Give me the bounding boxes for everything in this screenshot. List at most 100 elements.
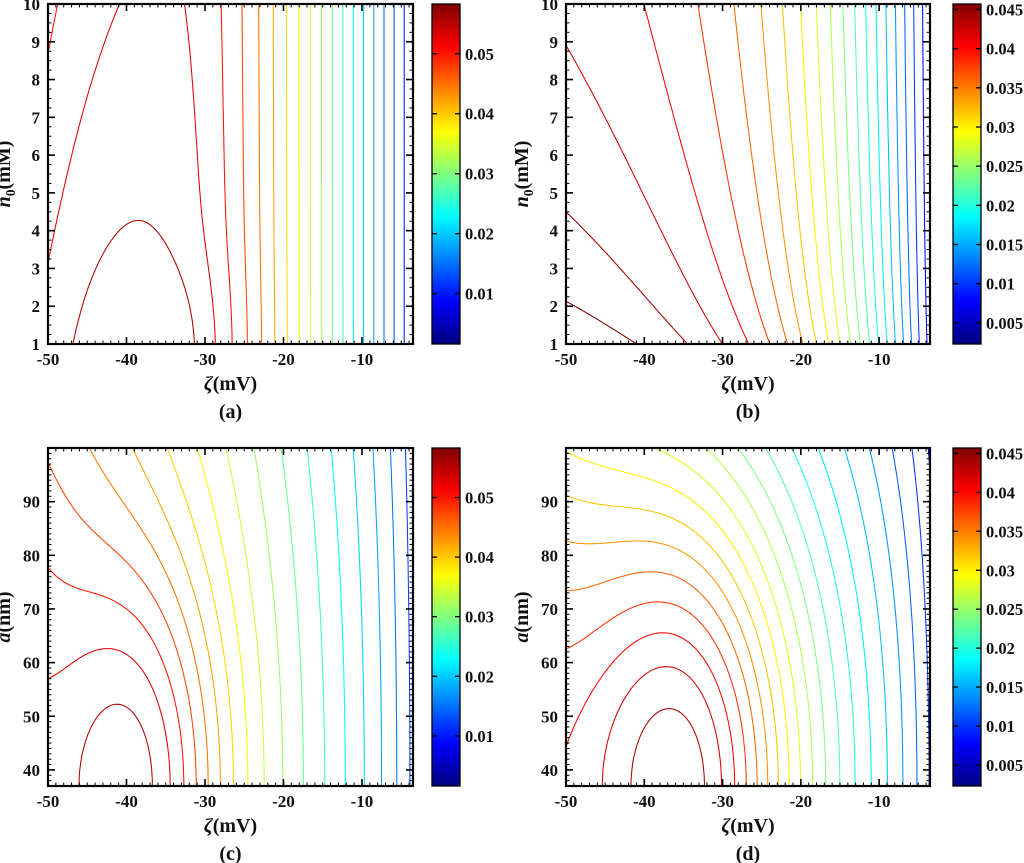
contour-line [875, 3, 888, 345]
y-tick-label: 7 [550, 108, 559, 127]
colorbar-tick-label: 0.04 [986, 483, 1015, 502]
colorbar-tick-label: 0.045 [986, 0, 1023, 19]
x-tick-label: -50 [37, 350, 60, 369]
plot-box [46, 446, 415, 788]
y-tick-label: 9 [32, 33, 41, 52]
contour-line [854, 3, 871, 345]
colorbar-ticks [953, 8, 981, 324]
contour-plot-c: -50 -40 -30 -20 -10 40 50 60 70 80 90 ζ(mV) a(nm) (c)… [0, 446, 494, 863]
x-axis-label: ζ(mV) [204, 815, 257, 837]
contour-line [88, 447, 209, 787]
y-tick-label: 40 [541, 761, 558, 780]
contour-line [258, 3, 263, 345]
contour-line [352, 447, 365, 787]
colorbar-tick-label: 0.035 [986, 79, 1023, 98]
colorbar-tick-label: 0.025 [986, 600, 1023, 619]
contour-line [842, 3, 861, 345]
contour-line [565, 300, 638, 345]
colorbar-tick-label: 0.035 [986, 522, 1023, 541]
contour-line [47, 566, 185, 787]
y-tick-label: 80 [541, 546, 558, 565]
contour-line [372, 447, 383, 787]
contour-line [733, 3, 789, 345]
colorbar-tick-label: 0.01 [465, 285, 494, 304]
contour-plot-a: -50 -40 -30 -20 -10 1 2 3 4 5 6 7 8 9 10 ζ(mV) n0(mM) (a)… [0, 0, 494, 423]
contour-line [565, 601, 747, 787]
y-axis-label: n0(mM) [0, 141, 18, 208]
contour-line [565, 211, 689, 345]
contour-line [760, 3, 804, 345]
y-axis-label: n0(mM) [512, 141, 536, 208]
x-tick-label: -20 [272, 792, 295, 811]
x-tick-label: -50 [555, 350, 578, 369]
x-tick-label: -20 [790, 792, 813, 811]
contour-line [131, 447, 221, 787]
y-tick-label: 4 [32, 222, 41, 241]
contour-line [565, 632, 736, 787]
y-tick-label: 40 [23, 761, 40, 780]
contour-lines [565, 447, 931, 787]
contour-line [565, 44, 724, 345]
contour-line [565, 540, 769, 787]
contour-line [404, 447, 411, 787]
colorbar-tick-label: 0.02 [986, 639, 1015, 658]
contour-line [781, 3, 818, 345]
contour-plot-b: -50 -40 -30 -20 -10 1 2 3 4 5 6 7 8 9 10 ζ(mV) n0(mM) (b)… [512, 0, 1023, 423]
y-tick-label: 9 [550, 33, 559, 52]
y-tick-label: 50 [23, 707, 40, 726]
contour-plot-d: -50 -40 -30 -20 -10 40 50 60 70 80 90 ζ(mV) a(nm) (d)… [512, 444, 1023, 863]
y-tick-label: 5 [550, 184, 559, 203]
x-axis-label: ζ(mV) [721, 373, 774, 395]
y-tick-label: 2 [550, 297, 559, 316]
x-tick-label: -30 [194, 350, 217, 369]
contour-line [765, 447, 841, 787]
y-tick-label: 3 [32, 259, 41, 278]
contour-line [911, 447, 930, 787]
colorbar-tick-label: 0.04 [465, 548, 494, 567]
x-tick-label: -10 [868, 792, 891, 811]
contour-line [894, 3, 905, 345]
x-tick-label: -20 [272, 350, 295, 369]
contour-line [565, 451, 790, 787]
panel-caption: (d) [736, 843, 760, 863]
colorbar-tick-label: 0.02 [465, 667, 494, 686]
contour-line [330, 447, 346, 787]
contour-line [225, 447, 265, 787]
colorbar-tick-label: 0.005 [986, 314, 1023, 333]
contour-line [166, 447, 234, 787]
y-tick-label: 70 [541, 600, 558, 619]
contour-line [913, 3, 920, 345]
x-tick-label: -20 [790, 350, 813, 369]
contour-line [196, 447, 249, 787]
y-tick-label: 90 [541, 493, 558, 512]
contour-line [868, 447, 904, 787]
panel-caption: (a) [219, 401, 242, 423]
y-axis-label: a(nm) [512, 591, 533, 642]
contour-line [306, 447, 326, 787]
contour-line [922, 3, 928, 345]
colorbar [952, 447, 982, 787]
contour-line [791, 447, 856, 787]
y-tick-label: 10 [541, 0, 558, 14]
y-tick-label: 10 [23, 0, 40, 14]
y-tick-label: 60 [23, 654, 40, 673]
colorbar-tick-label: 0.03 [465, 608, 494, 627]
contour-line [904, 3, 913, 345]
y-tick-label: 7 [32, 108, 41, 127]
colorbar-tick-label: 0.05 [465, 45, 494, 64]
contour-line [285, 3, 288, 345]
x-tick-label: -10 [868, 350, 891, 369]
colorbar-tick-label: 0.01 [986, 275, 1015, 294]
colorbar-ticks [432, 496, 460, 737]
x-tick-label: -10 [351, 350, 374, 369]
colorbar-tick-label: 0.05 [465, 488, 494, 507]
contour-line [241, 3, 248, 345]
x-tick-label: -50 [555, 792, 578, 811]
x-axis-label: ζ(mV) [721, 815, 774, 837]
y-tick-label: 5 [32, 184, 41, 203]
y-tick-label: 3 [550, 259, 559, 278]
axis-ticks [47, 447, 413, 787]
colorbar-tick-label: 0.015 [986, 236, 1023, 255]
x-tick-label: -50 [37, 792, 60, 811]
y-tick-label: 1 [32, 335, 41, 354]
